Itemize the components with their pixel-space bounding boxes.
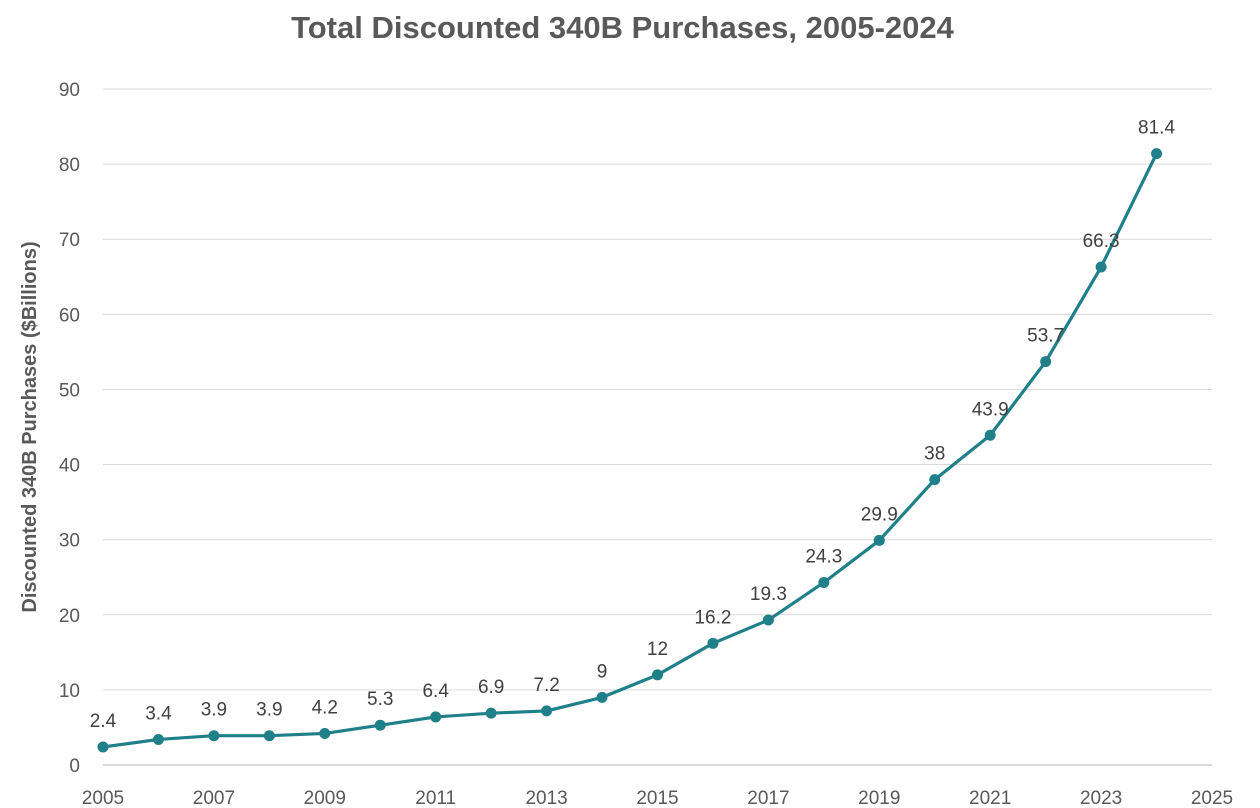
data-labels: 2.4 3.4 3.9 3.9 4.2 5.3 6.4 6.9 7.2 9 12 16.2 19.3 24… [90,118,1176,732]
data-point [485,707,497,719]
data-label: 4.2 [312,697,338,718]
data-point [97,741,109,753]
x-tick-label: 2015 [636,788,678,808]
data-label: 16.2 [694,607,731,628]
chart-title: Total Discounted 340B Purchases, 2005-20… [291,10,954,45]
data-point [374,719,386,731]
y-tick-label: 10 [59,681,80,702]
data-label: 6.4 [422,681,449,702]
x-tick-label: 2011 [415,788,456,808]
data-label: 12 [647,639,668,660]
data-label: 19.3 [750,584,787,605]
data-point [1040,356,1052,368]
x-tick-label: 2009 [304,788,346,808]
x-tick-label: 2007 [193,788,235,808]
data-label: 53.7 [1027,326,1064,347]
x-tick-label: 2019 [858,788,900,808]
data-point [1151,148,1163,160]
data-point [319,727,331,739]
x-tick-label: 2005 [82,788,124,808]
data-point [208,730,220,742]
y-tick-label: 50 [59,380,80,401]
data-label: 38 [924,444,945,465]
data-label: 6.9 [478,677,504,698]
data-point [984,429,996,441]
data-label: 29.9 [861,504,898,525]
y-tick-label: 30 [59,531,80,552]
y-tick-label: 90 [59,80,80,101]
data-label: 7.2 [533,675,559,696]
data-point [541,705,553,717]
x-tick-label: 2025 [1191,788,1233,808]
x-tick-label: 2023 [1080,788,1122,808]
y-axis-title: Discounted 340B Purchases ($Billions) [19,241,41,612]
gridlines [103,88,1212,691]
data-point [873,534,885,546]
y-tick-label: 20 [59,606,80,627]
data-point [1095,261,1107,273]
y-tick-label: 80 [59,155,80,176]
data-label: 3.9 [256,700,282,721]
series-line [102,152,1158,749]
x-tick-label: 2013 [525,788,567,808]
y-tick-label: 0 [69,756,80,777]
data-point [263,730,275,742]
y-tick-label: 40 [59,456,80,477]
data-point [152,733,164,745]
data-label: 43.9 [972,399,1009,420]
data-points [97,148,1163,753]
x-tick-label: 2017 [747,788,789,808]
data-label: 81.4 [1138,118,1175,139]
data-point [818,576,830,588]
series-line-layer [102,152,1158,749]
data-point [707,637,719,649]
data-label: 3.4 [145,703,172,724]
data-label: 24.3 [805,546,842,567]
data-point [430,711,442,723]
data-label: 3.9 [201,700,227,721]
data-label: 9 [597,661,608,682]
data-point [762,614,774,626]
data-point [652,669,663,681]
y-tick-label: 70 [59,230,80,251]
tick-labels: 0 10 20 30 40 50 60 70 80 90 2005 2007 2009 2011 2013 2… [59,80,1233,808]
data-label: 2.4 [90,711,117,732]
data-point [596,691,608,703]
data-point [929,474,941,486]
y-tick-label: 60 [59,305,80,326]
x-tick-label: 2021 [969,788,1011,808]
data-label: 5.3 [367,689,393,710]
data-label: 66.3 [1083,231,1120,252]
